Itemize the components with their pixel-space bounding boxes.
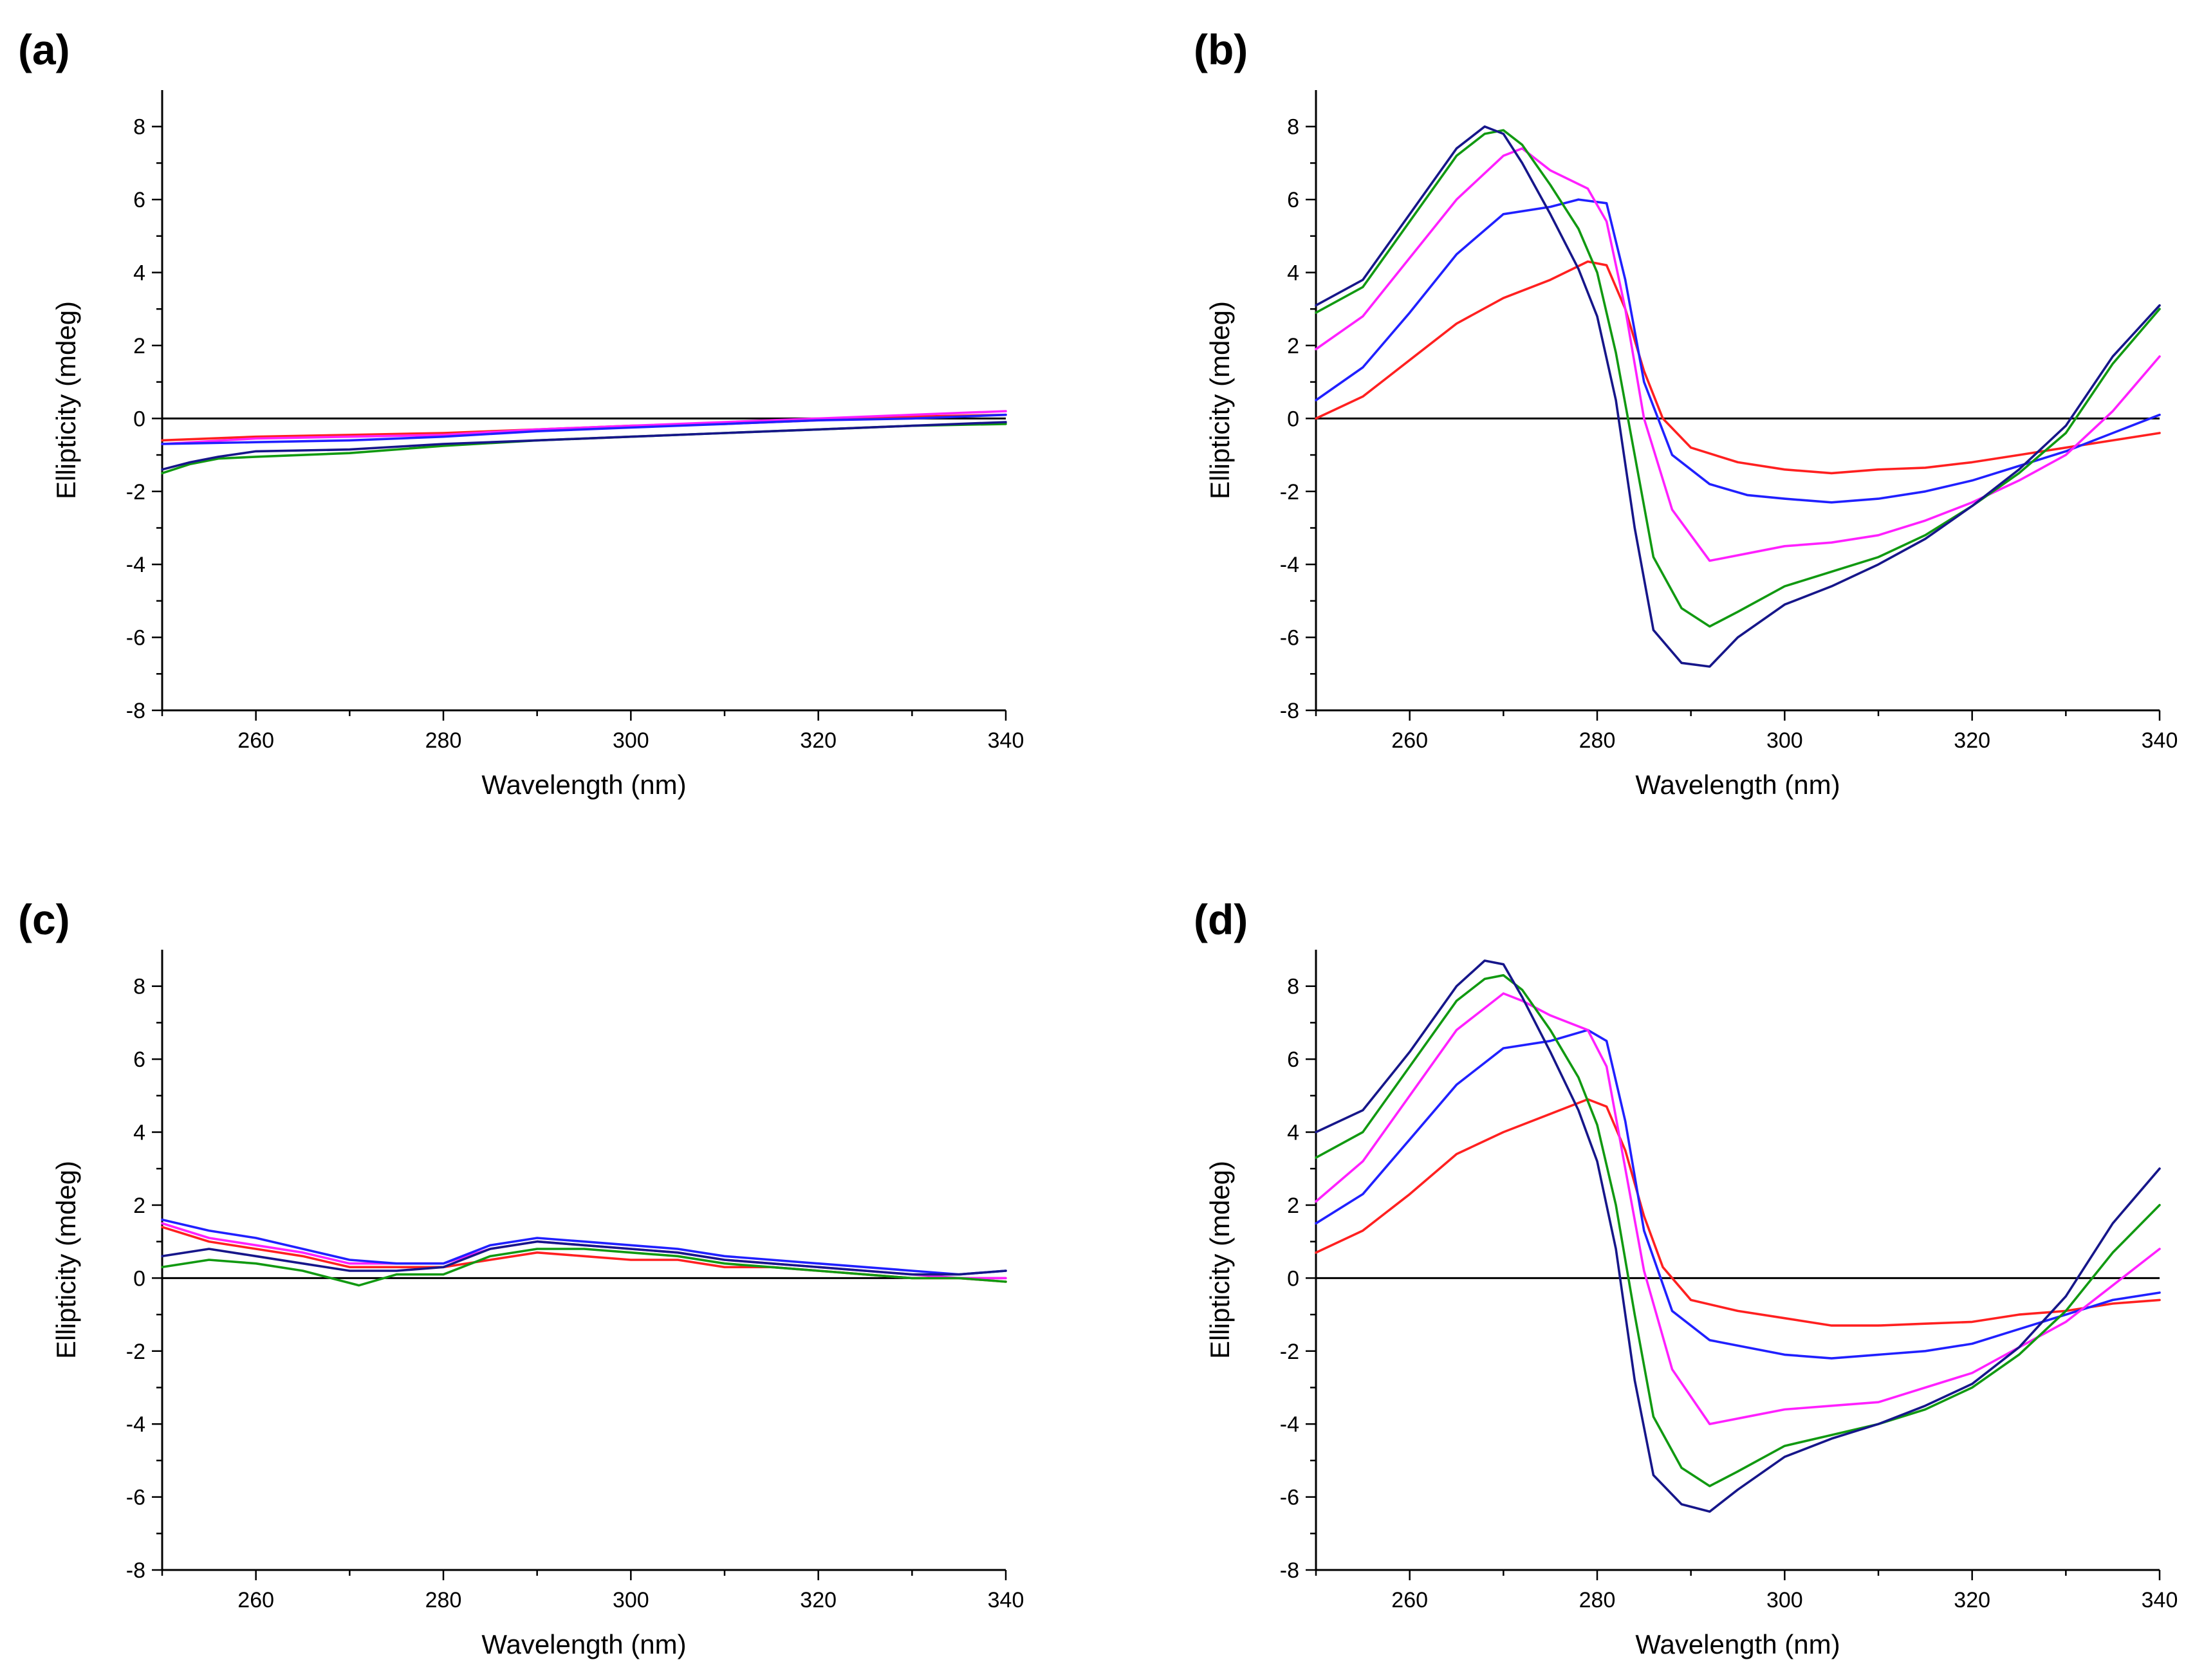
x-tick-label: 300: [613, 728, 649, 753]
series-line-blue: [161, 1218, 1007, 1276]
y-tick-label: 6: [1287, 188, 1299, 212]
series-line-red: [161, 1226, 1007, 1283]
series-line-blue: [1315, 198, 2161, 504]
series-line-magenta: [1315, 992, 2161, 1425]
y-tick-label: 0: [133, 1266, 145, 1291]
y-tick-label: -8: [126, 1558, 145, 1583]
series-line-magenta: [161, 1222, 1007, 1280]
y-tick-label: -4: [126, 553, 145, 577]
y-tick-label: 4: [133, 1121, 145, 1145]
y-tick-label: 2: [1287, 1194, 1299, 1218]
x-tick-label: 340: [2142, 728, 2178, 753]
series-line-green: [1315, 129, 2161, 628]
y-axis-title: Ellipticity (mdeg): [51, 1161, 81, 1359]
y-tick-label: -8: [1280, 699, 1299, 723]
y-tick-label: 4: [133, 261, 145, 286]
y-tick-label: 2: [133, 334, 145, 358]
series-line-green: [161, 1248, 1007, 1287]
x-tick-label: 260: [1391, 1588, 1428, 1612]
x-tick-label: 320: [800, 728, 837, 753]
series-line-magenta: [1315, 147, 2161, 562]
y-tick-label: 4: [1287, 1121, 1299, 1145]
x-tick-label: 300: [613, 1588, 649, 1612]
series-line-blue: [161, 413, 1007, 445]
y-axis-title: Ellipticity (mdeg): [51, 301, 81, 499]
x-tick-label: 320: [1954, 728, 1990, 753]
x-tick-label: 300: [1766, 728, 1803, 753]
series-line-navy: [1315, 125, 2161, 668]
y-tick-label: -6: [1280, 1486, 1299, 1510]
x-tick-label: 320: [1954, 1588, 1990, 1612]
series-line-green: [161, 423, 1007, 475]
series-line-navy: [161, 421, 1007, 471]
x-tick-label: 260: [1391, 728, 1428, 753]
y-tick-label: 8: [133, 115, 145, 140]
series-line-green: [1315, 974, 2161, 1488]
y-tick-label: -2: [126, 480, 145, 504]
y-tick-label: 4: [1287, 261, 1299, 286]
panel-label: (d): [1194, 896, 1248, 943]
y-tick-label: -2: [1280, 480, 1299, 504]
y-tick-label: 8: [1287, 975, 1299, 999]
y-axis-title: Ellipticity (mdeg): [1205, 301, 1235, 499]
x-axis-title: Wavelength (nm): [481, 770, 686, 800]
y-tick-label: -4: [126, 1412, 145, 1437]
y-tick-label: 0: [1287, 1266, 1299, 1291]
y-axis-title: Ellipticity (mdeg): [1205, 1161, 1235, 1359]
y-tick-label: 8: [1287, 115, 1299, 140]
y-tick-label: 6: [133, 188, 145, 212]
y-tick-label: -2: [126, 1340, 145, 1364]
x-tick-label: 340: [988, 1588, 1024, 1612]
series-line-red: [1315, 260, 2161, 475]
panel-label: (b): [1194, 26, 1248, 73]
y-tick-label: 6: [1287, 1048, 1299, 1072]
y-tick-label: -8: [1280, 1558, 1299, 1583]
x-tick-label: 280: [1579, 1588, 1616, 1612]
x-tick-label: 300: [1766, 1588, 1803, 1612]
series-line-red: [1315, 1098, 2161, 1327]
x-axis-title: Wavelength (nm): [481, 1629, 686, 1659]
panel-c: (c) -8 -6 -4 -2 0 2 4 6 8 260 280 300 320 340 Wavelengt…: [18, 896, 1024, 1659]
y-tick-label: 6: [133, 1048, 145, 1072]
x-axis-title: Wavelength (nm): [1635, 1629, 1840, 1659]
x-tick-label: 260: [237, 1588, 274, 1612]
panel-label: (c): [18, 896, 70, 943]
panel-b: (b) -8 -6 -4 -2 0 2 4 6 8 260 280 300 320 340 Wavelengt…: [1194, 26, 2178, 800]
x-tick-label: 340: [2142, 1588, 2178, 1612]
x-tick-label: 320: [800, 1588, 837, 1612]
x-axis-title: Wavelength (nm): [1635, 770, 1840, 800]
y-tick-label: 0: [133, 407, 145, 431]
x-tick-label: 260: [237, 728, 274, 753]
panel-d: (d) -8 -6 -4 -2 0 2 4 6 8 260 280 300 320 340 Wavelengt…: [1194, 896, 2178, 1659]
x-tick-label: 280: [1579, 728, 1616, 753]
y-tick-label: -2: [1280, 1340, 1299, 1364]
series-line-navy: [161, 1240, 1007, 1276]
series-line-magenta: [161, 410, 1007, 445]
x-tick-label: 280: [425, 1588, 462, 1612]
y-tick-label: 2: [1287, 334, 1299, 358]
y-tick-label: -4: [1280, 1412, 1299, 1437]
y-tick-label: 2: [133, 1194, 145, 1218]
x-tick-label: 340: [988, 728, 1024, 753]
x-tick-label: 280: [425, 728, 462, 753]
panel-a: (a) -8 -6 -4 -2 0 2 4 6 8 260 280 300 320 340 Wavelengt…: [18, 26, 1024, 800]
series-line-navy: [1315, 959, 2161, 1513]
y-tick-label: 8: [133, 975, 145, 999]
series-line-blue: [1315, 1029, 2161, 1360]
y-tick-label: -6: [1280, 626, 1299, 651]
y-tick-label: -8: [126, 699, 145, 723]
y-tick-label: 0: [1287, 407, 1299, 431]
panel-label: (a): [18, 26, 70, 73]
y-tick-label: -6: [126, 626, 145, 651]
y-tick-label: -6: [126, 1486, 145, 1510]
y-tick-label: -4: [1280, 553, 1299, 577]
